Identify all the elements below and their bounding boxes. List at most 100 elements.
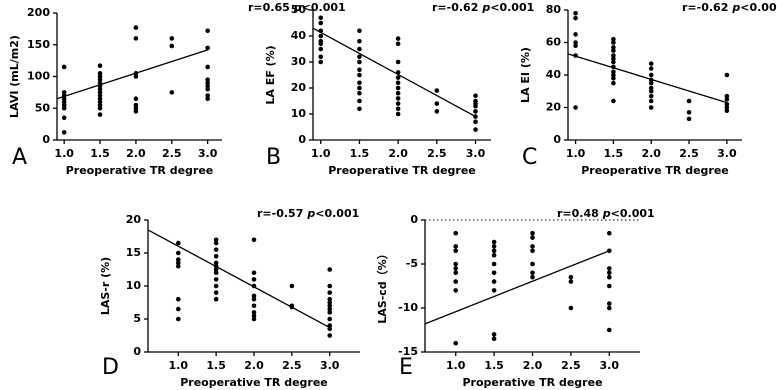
data-point	[611, 75, 616, 81]
data-point	[611, 36, 616, 42]
y-tick-label: 80	[546, 3, 562, 16]
data-point	[473, 109, 478, 114]
data-point	[648, 88, 654, 94]
x-tick-label: 2.5	[561, 359, 581, 372]
y-tick-label: 100	[27, 70, 50, 83]
x-tick-label: 1.0	[566, 147, 586, 160]
data-point	[357, 38, 362, 44]
data-point	[491, 244, 497, 249]
annotation-part: <0.001	[302, 1, 346, 14]
x-tick-label: 1.5	[350, 147, 370, 160]
data-point	[97, 96, 103, 102]
data-point	[606, 230, 612, 236]
y-tick-label: 20	[546, 101, 562, 114]
data-point	[327, 283, 333, 289]
data-point	[648, 98, 654, 104]
data-point	[205, 86, 210, 92]
data-point	[648, 93, 654, 99]
data-point	[133, 96, 139, 102]
data-point	[175, 306, 181, 312]
data-point	[97, 93, 103, 98]
data-point	[205, 64, 210, 70]
data-point	[213, 237, 219, 243]
annotation-part: r=0.65	[248, 1, 290, 14]
data-point	[175, 240, 181, 246]
x-tick-label: 1.5	[90, 147, 110, 160]
annotation-part: p	[731, 1, 740, 14]
trend-line	[56, 49, 208, 100]
data-point	[573, 15, 578, 21]
data-point	[395, 41, 401, 47]
data-point	[318, 20, 324, 26]
data-point	[133, 109, 139, 114]
data-point	[724, 101, 730, 107]
data-point	[61, 96, 67, 102]
data-point	[530, 261, 535, 267]
y-tick-label: 200	[27, 6, 50, 19]
data-point	[61, 99, 67, 105]
data-point	[205, 28, 210, 34]
data-point	[357, 90, 362, 96]
data-point	[97, 105, 103, 111]
data-point	[251, 313, 257, 319]
data-point	[395, 111, 401, 117]
data-point	[97, 63, 103, 69]
data-point	[611, 48, 616, 53]
data-point	[686, 98, 692, 104]
data-point	[573, 43, 578, 49]
x-axis-label: Preoperative TR degree	[581, 164, 729, 177]
x-tick-label: 1.0	[54, 147, 74, 160]
data-point	[453, 279, 459, 284]
data-point	[357, 46, 362, 52]
data-point	[606, 266, 612, 271]
x-tick-label: 2.0	[523, 359, 543, 372]
data-point	[61, 115, 67, 121]
panel: 0 10 20 30 40 50 1.0 1.5 2.0 2.5 3.0 Preoperative T…	[264, 1, 534, 177]
y-tick-label: -10	[398, 301, 418, 314]
data-point	[473, 93, 478, 99]
data-point	[530, 230, 535, 236]
data-point	[491, 336, 497, 342]
annotation: r=0.48 p<0.001	[557, 207, 655, 220]
data-point	[213, 296, 219, 302]
annotation-part: r=-0.62	[432, 1, 478, 14]
data-point	[251, 316, 257, 322]
panel-letter: B	[266, 145, 281, 170]
panel-letter: C	[522, 145, 537, 170]
data-point	[251, 296, 257, 302]
data-point	[327, 306, 333, 312]
data-point	[327, 316, 333, 322]
x-axis-label: Preoperative TR degree	[328, 164, 476, 177]
panel: 0 5 10 15 20 1.0 1.5 2.0 2.5 3.0 Preoperative TR d…	[99, 207, 360, 389]
y-tick-label: 50	[35, 101, 51, 114]
data-point	[97, 112, 103, 117]
annotation-part: p	[481, 1, 490, 14]
data-point	[205, 80, 210, 86]
data-point	[686, 116, 692, 122]
annotation-part: p	[293, 1, 302, 14]
data-point	[175, 250, 181, 256]
data-point	[686, 110, 692, 115]
data-point	[573, 10, 578, 16]
y-tick-label: 0	[133, 345, 141, 358]
y-axis-label: LA EI (%)	[519, 47, 532, 103]
panel-letter: A	[12, 145, 27, 170]
data-point	[327, 267, 333, 272]
data-point	[205, 96, 210, 102]
data-point	[611, 80, 616, 86]
data-point	[289, 283, 295, 289]
data-point	[453, 266, 459, 271]
data-point	[491, 239, 497, 245]
annotation-part: <0.001	[740, 1, 777, 14]
data-point	[611, 40, 616, 45]
data-point	[530, 235, 535, 240]
data-point	[568, 305, 574, 311]
data-point	[453, 340, 459, 346]
trend-line	[147, 229, 331, 329]
data-point	[395, 106, 401, 112]
x-tick-label: 2.0	[244, 359, 264, 372]
data-point	[133, 36, 139, 41]
data-point	[648, 85, 654, 91]
y-axis-label: LAVI (mL/m2)	[8, 35, 21, 118]
